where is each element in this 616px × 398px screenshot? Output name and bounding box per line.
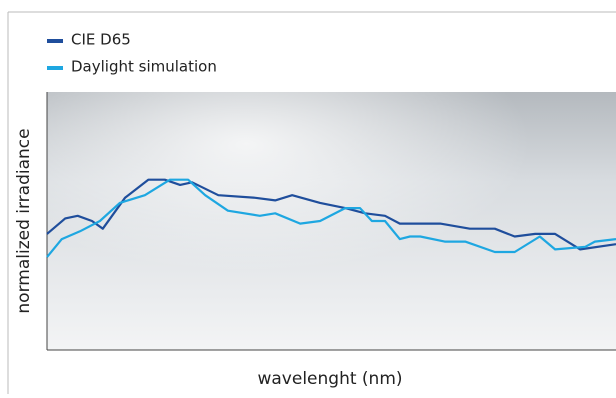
- legend-label: Daylight simulation: [71, 58, 217, 76]
- x-axis-label: wavelenght (nm): [257, 369, 402, 389]
- page: {"chart_data": {"type": "line", "x_label…: [0, 0, 616, 394]
- legend-label: CIE D65: [71, 31, 131, 49]
- chart: wavelenght (nm) normalized irradiance CI…: [0, 0, 616, 394]
- y-axis-label: normalized irradiance: [14, 128, 34, 313]
- plot-cloud: [47, 92, 616, 350]
